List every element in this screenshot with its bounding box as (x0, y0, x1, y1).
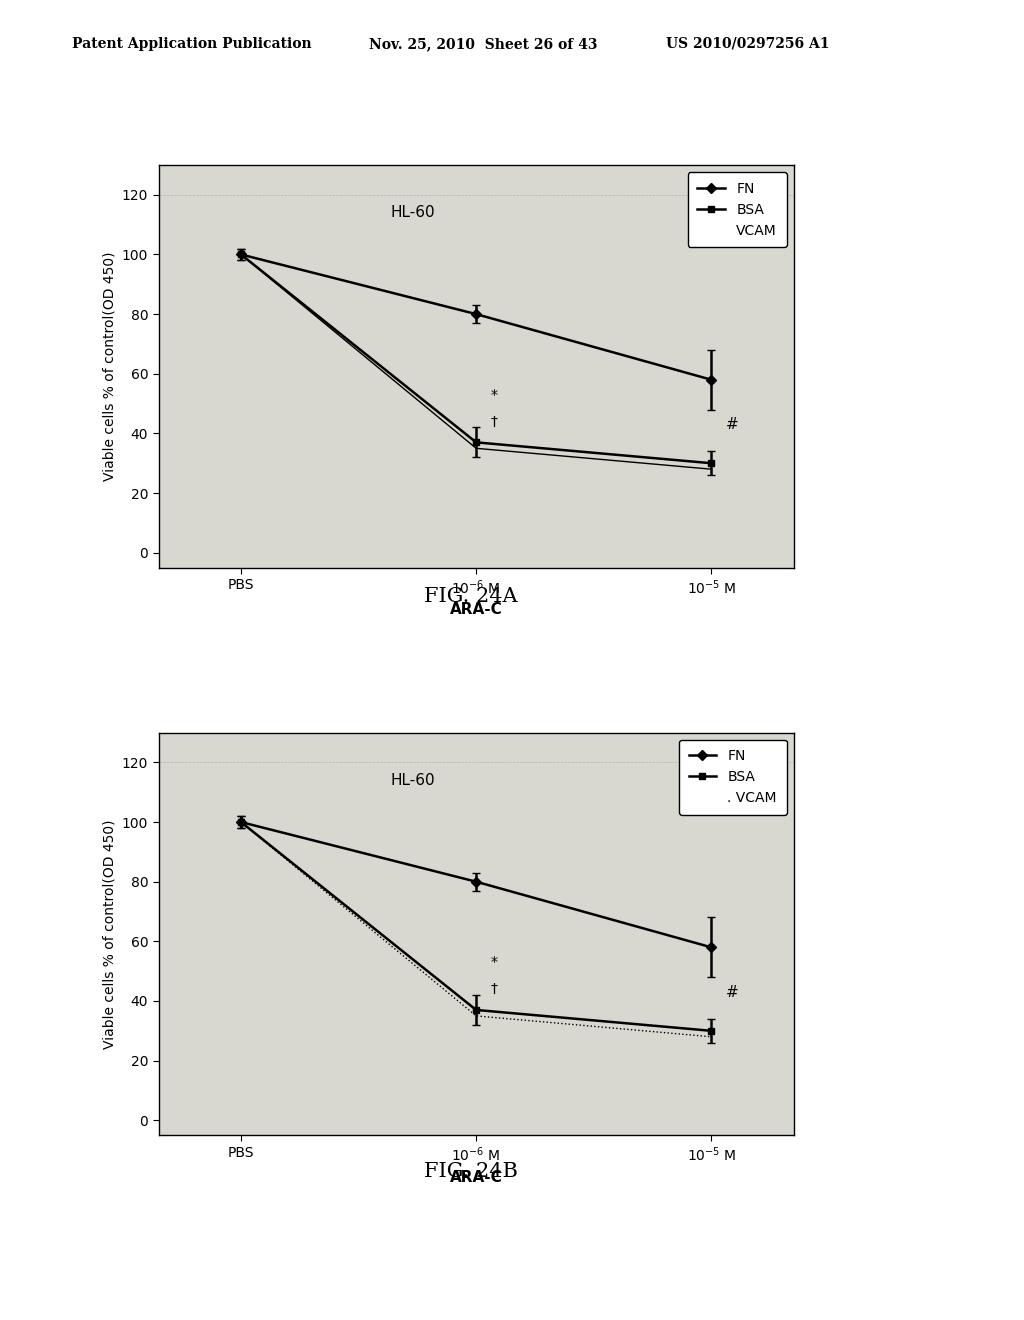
Text: US 2010/0297256 A1: US 2010/0297256 A1 (666, 37, 829, 51)
Legend: FN, BSA, VCAM: FN, BSA, VCAM (687, 172, 786, 247)
Text: †: † (490, 982, 497, 997)
Text: HL-60: HL-60 (390, 205, 435, 220)
Text: HL-60: HL-60 (390, 774, 435, 788)
Y-axis label: Viable cells % of control(OD 450): Viable cells % of control(OD 450) (102, 252, 117, 480)
Legend: FN, BSA, . VCAM: FN, BSA, . VCAM (679, 739, 786, 814)
Text: #: # (725, 417, 738, 432)
Text: FIG. 24B: FIG. 24B (424, 1162, 518, 1180)
Text: *: * (490, 388, 498, 401)
Text: #: # (725, 985, 738, 999)
Y-axis label: Viable cells % of control(OD 450): Viable cells % of control(OD 450) (102, 820, 117, 1048)
Text: Nov. 25, 2010  Sheet 26 of 43: Nov. 25, 2010 Sheet 26 of 43 (369, 37, 597, 51)
Text: FIG. 24A: FIG. 24A (424, 587, 518, 606)
Text: Patent Application Publication: Patent Application Publication (72, 37, 311, 51)
Text: *: * (490, 956, 498, 969)
Text: †: † (490, 414, 497, 429)
X-axis label: ARA-C: ARA-C (450, 1170, 503, 1185)
X-axis label: ARA-C: ARA-C (450, 602, 503, 618)
